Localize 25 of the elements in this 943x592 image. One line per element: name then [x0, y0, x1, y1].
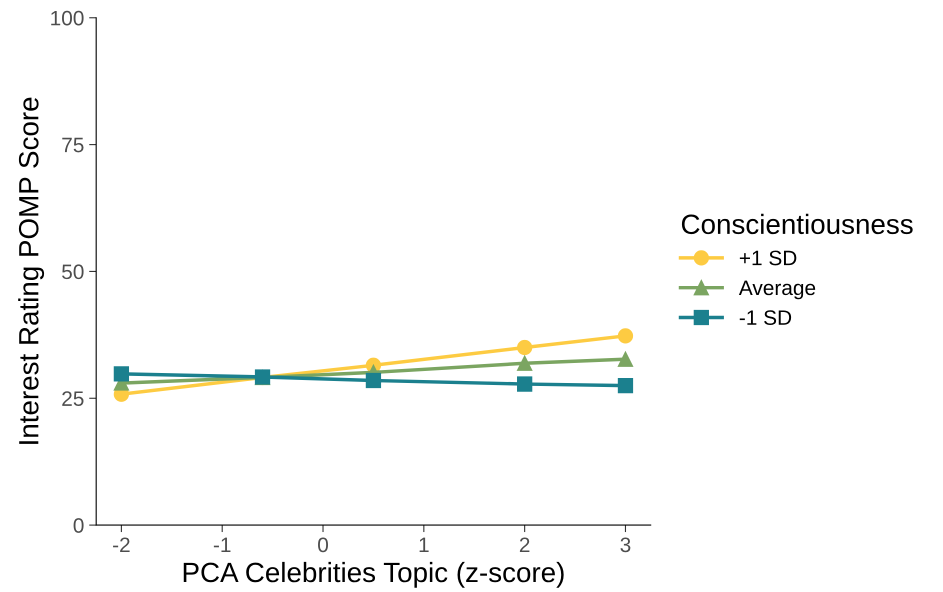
y-tick-label: 100	[51, 10, 84, 26]
point	[517, 356, 532, 371]
x-axis-title: PCA Celebrities Topic (z-score)	[184, 562, 564, 588]
x-tick-label: 3	[620, 537, 630, 552]
legend-title: Conscientiousness	[682, 214, 913, 234]
x-tick-label: 0	[318, 537, 328, 552]
y-tick-label: 25	[62, 391, 84, 406]
legend-label: -1 SD	[740, 310, 792, 326]
point	[618, 328, 634, 344]
y-tick-label: 0	[74, 518, 84, 533]
point	[618, 352, 634, 367]
point	[366, 372, 382, 388]
x-tick-label: 2	[520, 537, 530, 552]
legend-label: +1 SD	[740, 250, 796, 266]
legend-label: Average	[738, 280, 816, 300]
point	[517, 340, 532, 356]
point	[114, 366, 130, 382]
point	[618, 378, 634, 394]
x-tick-label: -1	[214, 538, 230, 552]
x-tick-label: 1	[420, 538, 429, 552]
y-tick-label: 75	[62, 138, 84, 152]
x-tick-label: -2	[113, 537, 130, 552]
y-tick-label: 50	[62, 264, 84, 280]
point	[517, 376, 532, 392]
y-axis-title: Interest Rating POMP Score	[18, 98, 44, 444]
